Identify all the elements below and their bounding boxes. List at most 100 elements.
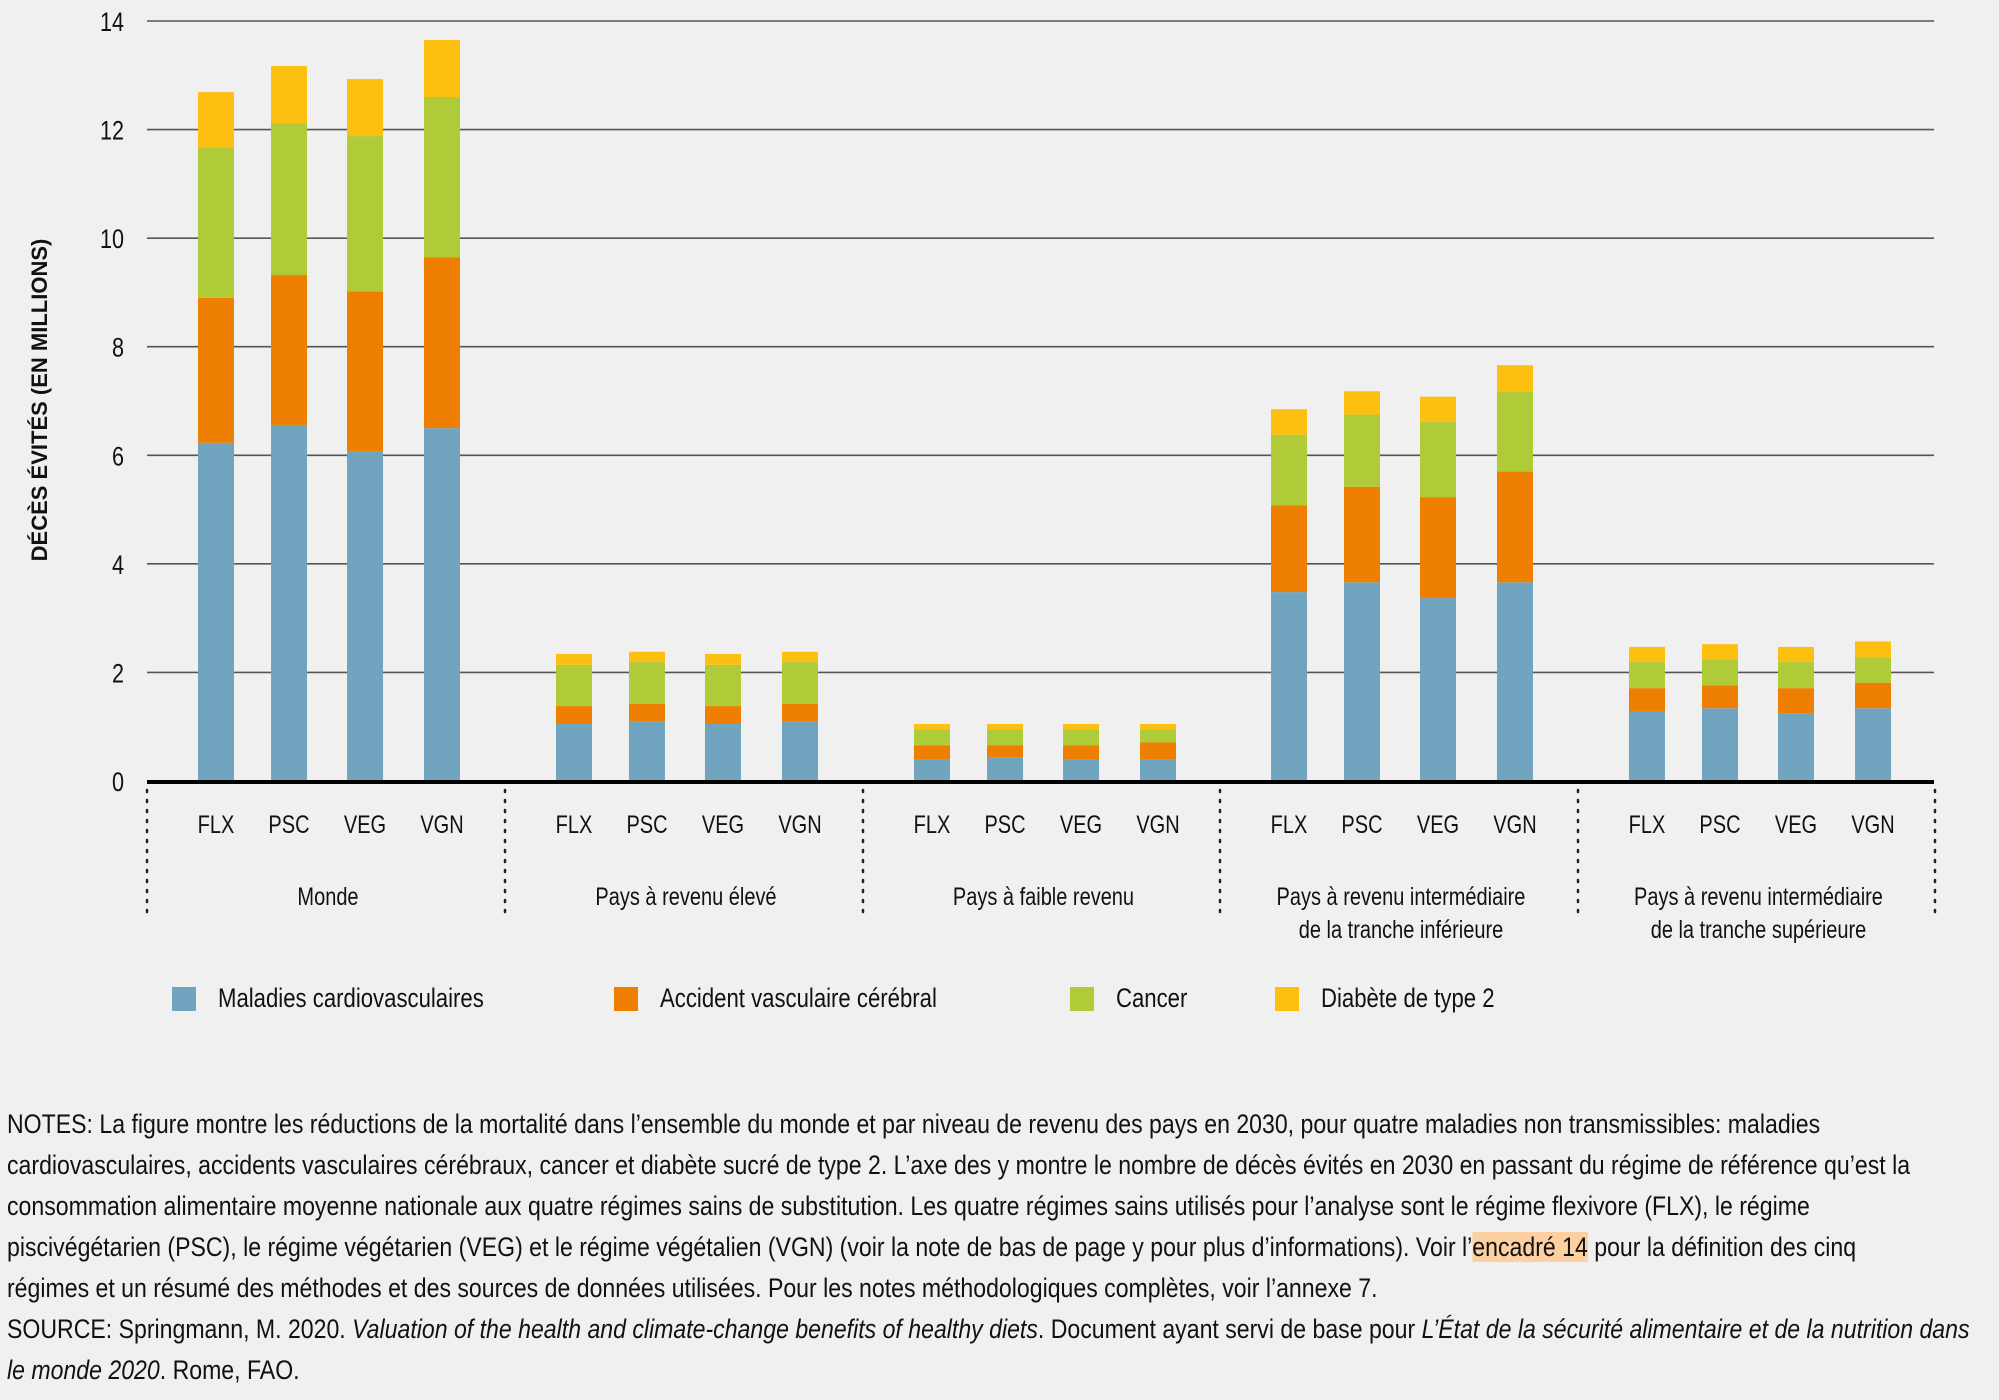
notes-line: consommation alimentaire moyenne nationa… (7, 1191, 1810, 1221)
x-tick-label: VEG (1060, 811, 1102, 839)
source-line: SOURCE: Springmann, M. 2020. Valuation o… (7, 1309, 1974, 1391)
bar-segment (914, 759, 950, 781)
bar-segment (705, 653, 741, 665)
bar-segment (705, 724, 741, 781)
group-label: Pays à revenu élevé (595, 883, 776, 911)
bar-segment (198, 297, 234, 443)
bar-segment (424, 257, 460, 429)
bar-segment (271, 424, 307, 781)
bar-segment (629, 703, 665, 722)
group-label: Pays à revenu intermédiaire (1634, 883, 1883, 911)
bar-segment (1420, 396, 1456, 423)
x-tick-label: VEG (702, 811, 744, 839)
x-tick-label: VEG (1775, 811, 1817, 839)
y-tick-label: 14 (100, 8, 124, 38)
bar-segment (1855, 682, 1891, 709)
bar-segment (629, 721, 665, 781)
bar-segment (1140, 759, 1176, 781)
notes-text: pour la définition des cinq (1587, 1232, 1857, 1262)
group-label: de la tranche inférieure (1299, 916, 1503, 944)
notes-line: piscivégétarien (PSC), le régime végétar… (7, 1227, 1974, 1268)
legend-item-diabetes: Diabète de type 2 (1274, 983, 1533, 1014)
y-tick-label: 12 (100, 116, 124, 146)
bar-segment (1271, 505, 1307, 593)
stacked-bar-chart: 0 2 4 6 8 10 12 14 FLX PSC VEG VGN Monde FLX PSC VEG VG… (100, 8, 1937, 944)
box-14-link[interactable]: encadré 14 (1472, 1232, 1588, 1262)
bar-segment (987, 757, 1023, 781)
legend-swatch (172, 986, 196, 1011)
bar-segment (987, 729, 1023, 746)
bar-segment (347, 291, 383, 451)
gridlines (147, 20, 1934, 674)
bar-segment (198, 92, 234, 149)
legend-label: Maladies cardiovasculaires (218, 983, 484, 1013)
bar-segment (347, 79, 383, 137)
bar-segment (1420, 422, 1456, 498)
bar-segment (1420, 598, 1456, 781)
bar-segment (1778, 646, 1814, 663)
bar-segment (1702, 659, 1738, 686)
bar-segment (782, 662, 818, 704)
bar-segment (1629, 662, 1665, 689)
legend-label: Cancer (1115, 983, 1188, 1013)
bar-segment (1140, 724, 1176, 730)
x-tick-label: VGN (1136, 811, 1179, 839)
bar-segment (1778, 688, 1814, 714)
bar-segment (914, 729, 950, 746)
group-label: Pays à faible revenu (953, 883, 1134, 911)
bar-segment (1063, 759, 1099, 781)
bar-segment (782, 721, 818, 781)
bar-segment (347, 136, 383, 292)
bar-segment (1702, 685, 1738, 709)
legend: Maladies cardiovasculaires Accident vasc… (172, 983, 1605, 1014)
x-tick-label: VGN (420, 811, 463, 839)
group-label: de la tranche supérieure (1651, 916, 1867, 944)
bar-segment (1344, 414, 1380, 487)
bar-segment (1855, 708, 1891, 781)
bar-segment (987, 745, 1023, 758)
x-tick-label: VGN (778, 811, 821, 839)
y-tick-label: 4 (112, 551, 124, 581)
bar-segment (1497, 582, 1533, 781)
bar-segment (1629, 688, 1665, 711)
x-tick-label: PSC (626, 811, 667, 839)
x-tick-label: FLX (198, 811, 235, 839)
bar-segment (556, 664, 592, 707)
x-tick-label: FLX (1629, 811, 1666, 839)
y-tick-labels: 0 2 4 6 8 10 12 14 (100, 8, 124, 798)
bar-segment (629, 662, 665, 704)
bar-segment (1271, 592, 1307, 781)
source-publication: L’État de la sécurité alimentaire et de … (7, 1314, 1970, 1385)
legend-label: Diabète de type 2 (1320, 983, 1495, 1013)
bar-segment (1140, 729, 1176, 743)
bar-segment (1140, 742, 1176, 760)
bar-segment (556, 724, 592, 781)
bar-segment (1271, 409, 1307, 435)
bar-segment (424, 428, 460, 781)
bar-segment (1497, 471, 1533, 583)
bar-segment (987, 724, 1023, 730)
x-tick-label: PSC (1341, 811, 1382, 839)
legend-item-stroke: Accident vasculaire cérébral (614, 983, 998, 1014)
source-title: Valuation of the health and climate-chan… (352, 1314, 1038, 1344)
group-label: Monde (297, 883, 358, 911)
y-tick-label: 6 (112, 442, 124, 472)
x-tick-label: PSC (268, 811, 309, 839)
bar-segment (198, 442, 234, 781)
bar-segment (1629, 710, 1665, 781)
x-tick-label: VEG (344, 811, 386, 839)
bar-segment (1497, 391, 1533, 472)
bar-segment (705, 664, 741, 707)
y-tick-label: 8 (112, 334, 124, 364)
x-tick-label: VEG (1417, 811, 1459, 839)
notes: NOTES: La figure montre les réductions d… (7, 1104, 1974, 1391)
y-tick-label: 10 (100, 225, 124, 255)
source-prefix: SOURCE: Springmann, M. 2020. (7, 1314, 353, 1344)
bar-segment (1420, 497, 1456, 599)
bar-segment (198, 148, 234, 298)
bar-segment (705, 706, 741, 724)
bar-segment (1271, 434, 1307, 506)
source-end: . Rome, FAO. (159, 1355, 300, 1385)
bar-segment (556, 653, 592, 665)
y-tick-label: 0 (112, 768, 124, 798)
